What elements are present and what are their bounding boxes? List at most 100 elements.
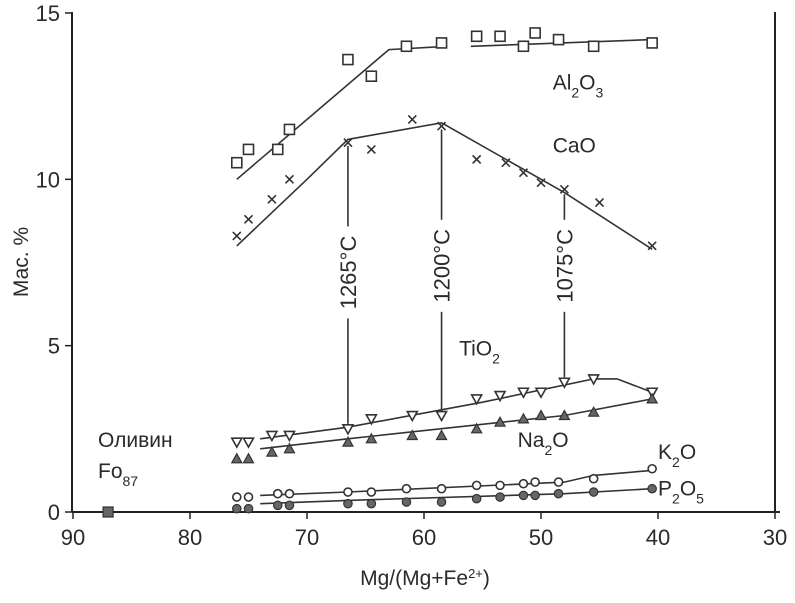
tio2-point bbox=[587, 374, 601, 386]
na2o-point bbox=[341, 435, 354, 447]
k2o-label: K2O bbox=[658, 441, 696, 470]
y-tick-label: 10 bbox=[36, 167, 60, 192]
na2o-point bbox=[646, 392, 659, 404]
k2o-point bbox=[366, 487, 377, 497]
al2o3-point bbox=[242, 143, 255, 156]
cao-point bbox=[366, 144, 376, 154]
p2o5-point bbox=[343, 498, 353, 509]
cao-point bbox=[284, 174, 295, 184]
p2o5-point bbox=[588, 487, 599, 497]
al2o3-trend-line bbox=[236, 45, 448, 180]
k2o-point bbox=[401, 483, 412, 494]
na2o-point bbox=[406, 429, 419, 441]
tio2-point bbox=[470, 394, 484, 406]
na2o-point bbox=[230, 452, 243, 464]
tio2-point bbox=[242, 437, 255, 449]
tio2-point bbox=[341, 424, 355, 436]
x-tick-label: 70 bbox=[295, 525, 319, 550]
k2o-point bbox=[272, 488, 283, 499]
cao-point bbox=[232, 231, 242, 241]
na2o-point bbox=[265, 445, 278, 457]
al2o3-point bbox=[587, 40, 600, 53]
al2o3-point bbox=[365, 70, 378, 83]
k2o-point bbox=[518, 478, 529, 489]
axis-ticks: 90 80 70 60 50 40 30 0 5 10 15 bbox=[36, 1, 788, 550]
p2o5-point bbox=[553, 488, 564, 499]
na2o-point bbox=[534, 409, 548, 421]
x-axis-title: Mg/(Mg+Fe2+) bbox=[360, 566, 490, 591]
na2o-point bbox=[435, 429, 448, 441]
tio2-point bbox=[364, 414, 378, 426]
tio2-point bbox=[493, 390, 507, 403]
p2o5-point bbox=[471, 493, 482, 504]
cao-point bbox=[407, 114, 417, 125]
y-tick-label: 0 bbox=[48, 500, 60, 525]
tio2-point bbox=[405, 410, 419, 423]
tio2-point bbox=[534, 387, 548, 399]
p2o5-point bbox=[495, 492, 505, 502]
al2o3-point bbox=[342, 53, 354, 66]
cao-point bbox=[559, 184, 569, 194]
temperature-label: 1200°C bbox=[430, 229, 455, 303]
cao-trend-line bbox=[236, 121, 653, 250]
al2o3-point bbox=[400, 40, 413, 53]
p2o5-point bbox=[284, 500, 295, 511]
al2o3-point bbox=[283, 123, 296, 136]
cao-point bbox=[472, 154, 482, 164]
k2o-point bbox=[284, 488, 295, 499]
olivine-point bbox=[102, 506, 114, 518]
al2o3-point bbox=[231, 156, 243, 169]
series-labels: Al2O3 CaO TiO2 Na2O K2O P2O5 Оливин Fo87 1265°C 1… bbox=[98, 72, 704, 507]
al2o3-point bbox=[552, 33, 565, 46]
x-tick-label: 40 bbox=[646, 525, 670, 550]
x-tick-label: 50 bbox=[529, 525, 553, 550]
cao-point bbox=[436, 121, 447, 131]
na2o-point bbox=[365, 432, 378, 444]
k2o-point bbox=[553, 477, 564, 487]
tio2-point bbox=[230, 437, 244, 449]
k2o-point bbox=[343, 487, 353, 497]
y-tick-label: 15 bbox=[36, 1, 60, 26]
plot-frame bbox=[71, 12, 780, 513]
k2o-point bbox=[530, 477, 540, 487]
cao-point bbox=[343, 138, 353, 148]
k2o-point bbox=[243, 492, 254, 502]
cao-point bbox=[267, 194, 277, 204]
k2o-point bbox=[471, 480, 482, 491]
na2o-point bbox=[517, 412, 530, 424]
olivine-label: Оливин bbox=[98, 429, 173, 452]
x-tick-label: 30 bbox=[763, 525, 787, 550]
p2o5-point bbox=[243, 503, 254, 514]
p2o5-label: P2O5 bbox=[658, 477, 704, 506]
p2o5-point bbox=[647, 483, 657, 494]
cao-point bbox=[647, 241, 657, 251]
na2o-label: Na2O bbox=[518, 429, 569, 458]
tio2-point bbox=[265, 430, 279, 443]
temperature-label: 1265°C bbox=[336, 236, 361, 310]
x-tick-label: 60 bbox=[412, 525, 436, 550]
cao-label: CaO bbox=[553, 135, 596, 158]
olivine-fo-label: Fo87 bbox=[98, 460, 138, 489]
na2o-point bbox=[494, 415, 507, 427]
na2o-point bbox=[242, 452, 255, 464]
p2o5-point bbox=[530, 490, 540, 501]
al2o3-point bbox=[529, 27, 541, 39]
y-axis-title: Мас. % bbox=[10, 227, 33, 297]
tio2-point bbox=[283, 430, 296, 443]
na2o-point bbox=[283, 442, 296, 454]
al2o3-point bbox=[470, 30, 483, 43]
k2o-trend-line bbox=[260, 469, 653, 497]
k2o-point bbox=[232, 492, 242, 502]
tio2-point bbox=[517, 387, 530, 399]
al2o3-point bbox=[494, 30, 506, 43]
na2o-point bbox=[558, 409, 571, 421]
al2o3-point bbox=[517, 40, 530, 53]
x-tick-label: 80 bbox=[178, 525, 202, 550]
p2o5-point bbox=[232, 503, 242, 514]
cao-point bbox=[243, 214, 254, 224]
temperature-guides bbox=[347, 129, 566, 424]
tio2-label: TiO2 bbox=[459, 338, 500, 367]
p2o5-point bbox=[401, 497, 412, 507]
k2o-point bbox=[436, 483, 447, 494]
